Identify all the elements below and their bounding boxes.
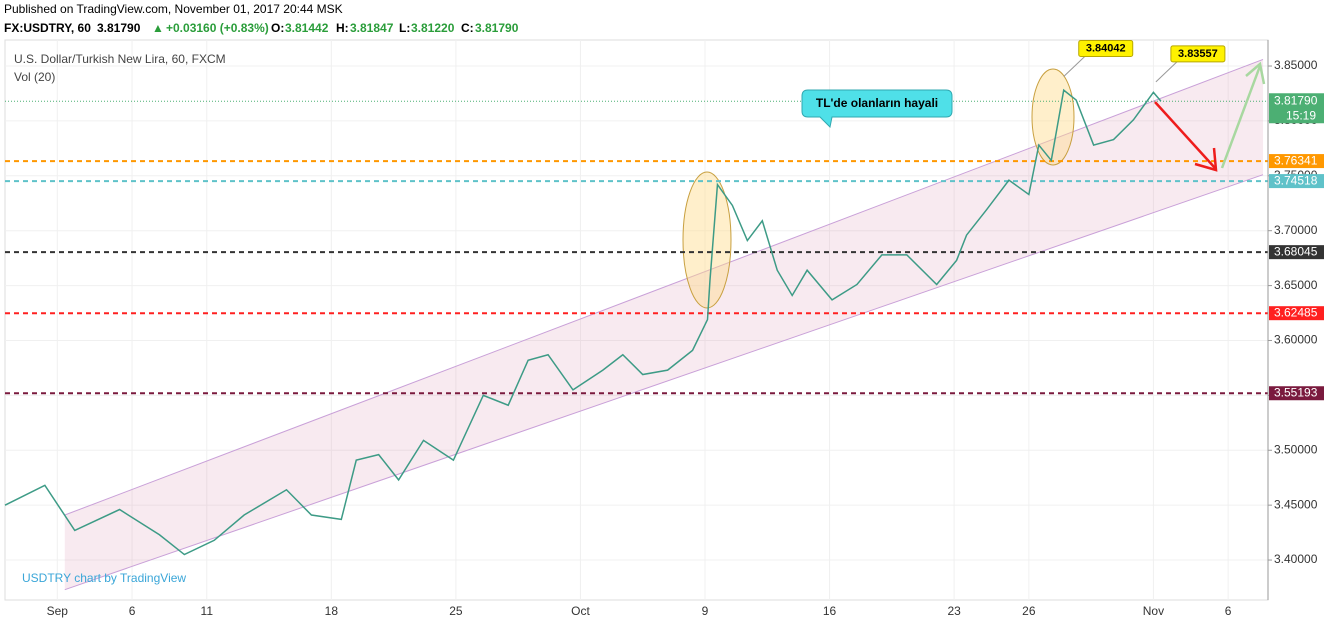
quote-line: FX:USDTRY, 60 3.81790 ▲ +0.03160 (+0.83%… [4,21,519,35]
level-label: 3.76341 [1274,153,1318,167]
header: Published on TradingView.com, November 0… [4,2,343,16]
chart-subtitle: Vol (20) [14,70,55,84]
channel-upper [64,58,1264,516]
x-tick-label: 18 [325,604,339,618]
price-line [4,88,1162,556]
chart-title: U.S. Dollar/Turkish New Lira, 60, FXCM [14,52,226,66]
level-tag [1269,306,1324,321]
high-label: H: [336,21,349,35]
watermark: USDTRY chart by TradingView [22,571,186,585]
level-tag [1269,154,1324,169]
countdown: 15:19 [1286,108,1316,122]
x-tick-label: 11 [201,604,214,618]
callout-pointer [1063,56,1086,77]
arrow-head [1245,61,1266,85]
y-tick-label: 3.70000 [1274,223,1318,237]
x-tick-label: Oct [571,604,590,618]
y-tick-label: 3.65000 [1274,278,1318,292]
level-label: 3.62485 [1274,305,1318,319]
close-label: C: [461,21,474,35]
level-tag [1269,174,1324,189]
arrow [1154,101,1216,169]
x-tick-label: Nov [1143,604,1164,618]
high: 3.81847 [350,21,394,35]
last: 3.81790 [97,21,141,35]
note-text: TL'de olanların hayali [816,96,938,110]
x-tick-label: 16 [823,604,837,618]
callout-text: 3.84042 [1086,42,1126,54]
change-arrow: ▲ [152,21,164,35]
x-tick-label: 6 [129,604,136,618]
low-label: L: [399,21,410,35]
x-tick-label: Sep [47,604,69,618]
arrow [1220,65,1262,169]
y-tick-label: 3.40000 [1274,552,1318,566]
channel-lower [64,174,1264,591]
x-tick-label: 26 [1022,604,1036,618]
level-label: 3.55193 [1274,385,1318,399]
y-tick-label: 3.85000 [1274,58,1318,72]
change: +0.03160 (+0.83%) [166,21,269,35]
x-tick-label: 25 [449,604,463,618]
level-tag [1269,245,1324,260]
note-bubble [801,89,953,129]
last-price-tag [1269,93,1324,124]
level-label: 3.68045 [1274,244,1318,258]
callout-box [1170,45,1226,63]
low: 3.81220 [411,21,455,35]
x-tick-label: 9 [702,604,709,618]
callout-text: 3.83557 [1178,48,1218,60]
open-label: O: [271,21,284,35]
close: 3.81790 [475,21,519,35]
highlight-ellipse [682,171,732,309]
channel-fill [64,59,1264,590]
level-label: 3.74518 [1274,173,1318,187]
callout-pointer [1155,61,1178,83]
callout-box [1078,40,1134,58]
x-tick-label: 23 [947,604,961,618]
y-tick-label: 3.45000 [1274,497,1318,511]
x-tick-label: 6 [1225,604,1232,618]
arrow-head [1194,147,1218,172]
last-price-label: 3.81790 [1274,93,1318,107]
y-tick-label: 3.60000 [1274,333,1318,347]
open: 3.81442 [285,21,329,35]
y-tick-label: 3.50000 [1274,442,1318,456]
level-tag [1269,386,1324,401]
symbol: FX:USDTRY, 60 [4,21,91,35]
